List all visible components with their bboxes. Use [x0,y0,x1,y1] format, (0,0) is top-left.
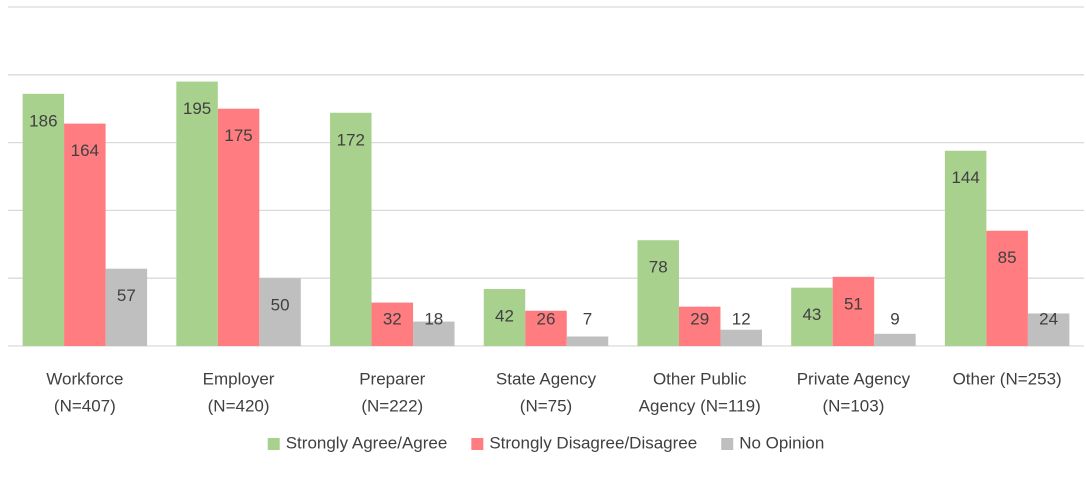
value-label: 51 [844,294,863,313]
x-tick-label: Other (N=253) [953,369,1062,388]
value-label: 42 [495,307,514,326]
value-label: 18 [424,309,443,328]
value-label: 85 [998,248,1017,267]
bar [637,240,679,346]
value-label: 175 [224,126,252,145]
value-label: 43 [802,305,821,324]
x-tick-label: Employer [203,369,275,388]
bar [566,336,609,346]
value-label: 26 [537,309,556,328]
bar [1027,313,1070,346]
legend-swatch [471,438,484,450]
value-label: 9 [890,309,899,328]
value-label: 186 [29,111,57,130]
value-label: 78 [649,258,668,277]
x-tick-label: (N=222) [361,396,423,415]
legend-label: Strongly Disagree/Disagree [489,433,697,452]
x-tick-label: Private Agency [797,369,911,388]
bar [791,287,833,346]
x-tick-label: Agency (N=119) [639,396,761,415]
value-label: 12 [732,309,751,328]
value-label: 24 [1039,309,1058,328]
bar [944,150,987,346]
bar [720,329,762,346]
value-label: 29 [690,309,709,328]
x-tick-label: Preparer [359,369,425,388]
x-tick-label: (N=420) [208,396,270,415]
bar [105,268,148,346]
bar [22,93,65,346]
bar [986,230,1028,346]
bar [176,81,218,346]
x-tick-label: (N=75) [520,396,572,415]
bar [330,112,372,346]
bar [371,302,414,346]
bar [64,123,106,346]
x-tick-label: Workforce [46,369,123,388]
x-tick-label: (N=103) [822,396,884,415]
value-label: 144 [951,168,979,187]
legend-swatch [267,438,280,450]
value-label: 7 [583,309,592,328]
bar [259,278,301,346]
bar [217,108,260,346]
bar [525,310,567,346]
bar [678,306,721,346]
bar [413,321,455,346]
legend-label: No Opinion [739,433,824,452]
x-tick-label: (N=407) [54,396,116,415]
bar [874,333,916,346]
value-label: 164 [71,141,99,160]
value-label: 57 [117,286,136,305]
bar [832,276,875,346]
value-label: 50 [271,296,290,315]
legend-label: Strongly Agree/Agree [286,433,448,452]
x-tick-label: Other Public [653,369,747,388]
value-label: 32 [383,309,402,328]
value-label: 172 [337,130,365,149]
bar [483,289,526,346]
legend-swatch [721,438,734,450]
value-label: 195 [183,99,211,118]
x-tick-label: State Agency [496,369,597,388]
